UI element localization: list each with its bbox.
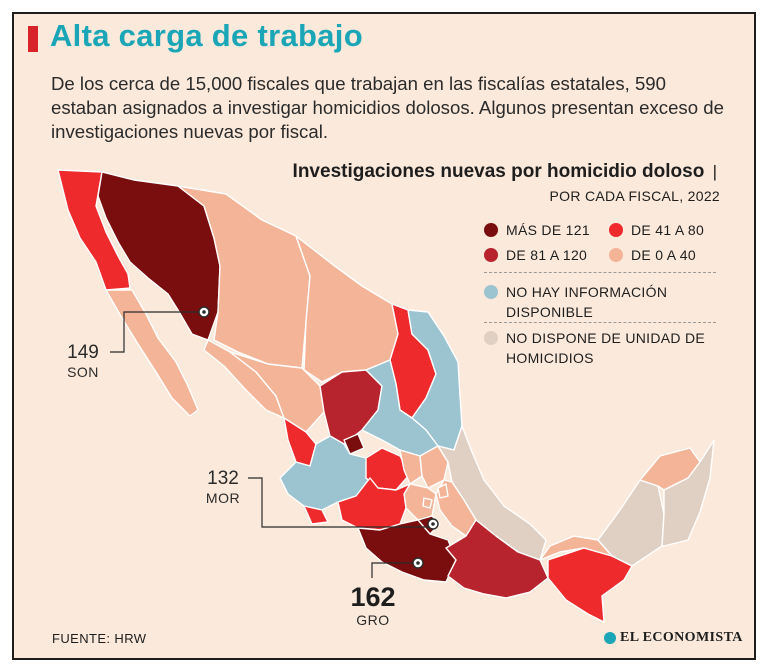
legend-label: NO DISPONE DE UNIDAD DE HOMICIDIOS [506, 330, 706, 366]
callout-son-value: 149 [67, 342, 99, 363]
legend-item-41-80: DE 41 A 80 [609, 220, 704, 240]
legend-label: DE 81 A 120 [506, 247, 588, 263]
state-durango [229, 351, 325, 433]
legend-divider [484, 272, 716, 273]
legend-item-0-40: DE 0 A 40 [609, 245, 696, 265]
legend-divider [484, 322, 716, 323]
callout-gro-state: GRO [356, 612, 390, 628]
son-leader-line [110, 311, 204, 353]
legend-swatch [609, 223, 623, 237]
state-baja-california [57, 169, 131, 291]
callout-gro-value: 162 [350, 582, 396, 612]
legend-title-block: Investigaciones nuevas por homicidio dol… [290, 160, 720, 208]
intro-text: De los cerca de 15,000 fiscales que trab… [51, 73, 724, 142]
gro-leader-line [371, 562, 418, 578]
legend-item-sin-informacion: NO HAY INFORMACIÓN DISPONIBLE [484, 282, 724, 322]
legend-swatch [484, 331, 498, 345]
legend-label: DE 41 A 80 [631, 222, 705, 238]
legend-subtitle: POR CADA FISCAL, 2022 [549, 188, 720, 204]
legend-label: MÁS DE 121 [506, 222, 590, 238]
callout-son-state: SON [67, 364, 99, 380]
legend-swatch [484, 248, 498, 262]
legend-swatch [484, 285, 498, 299]
state-baja-california-sur [105, 289, 199, 417]
legend-item-81-120: DE 81 A 120 [484, 245, 587, 265]
publisher-logo: EL ECONOMISTA [604, 630, 743, 646]
legend-item-sin-unidad: NO DISPONE DE UNIDAD DE HOMICIDIOS [484, 328, 724, 368]
state-queretaro [399, 449, 423, 485]
state-coahuila [295, 235, 399, 383]
title-accent-bar [28, 26, 38, 52]
publisher-logo-text: EL ECONOMISTA [620, 630, 743, 645]
callout-mor-state: MOR [205, 490, 241, 506]
state-quintana-roo [661, 439, 715, 547]
legend-item-mas-de-121: MÁS DE 121 [484, 220, 590, 240]
mor-leader-line [248, 477, 432, 528]
callout-gro: 162 GRO [342, 582, 404, 628]
callout-mor: 132 MOR [198, 468, 248, 506]
callout-mor-value: 132 [207, 468, 239, 489]
source-note: FUENTE: HRW [52, 631, 147, 646]
state-tlaxcala [437, 483, 449, 499]
state-colima [303, 505, 329, 525]
publisher-logo-icon [604, 632, 616, 644]
legend-swatch [484, 223, 498, 237]
legend-title: Investigaciones nuevas por homicidio dol… [292, 161, 705, 182]
callout-son: 149 SON [56, 342, 110, 380]
legend-separator: | [712, 162, 717, 181]
state-markers [198, 306, 439, 569]
legend-swatch [609, 248, 623, 262]
state-cdmx [422, 497, 433, 509]
state-guerrero [357, 519, 457, 583]
state-oaxaca [445, 519, 549, 599]
legend-label: NO HAY INFORMACIÓN DISPONIBLE [506, 284, 668, 320]
page-title: Alta carga de trabajo [50, 18, 363, 53]
legend-label: DE 0 A 40 [631, 247, 696, 263]
